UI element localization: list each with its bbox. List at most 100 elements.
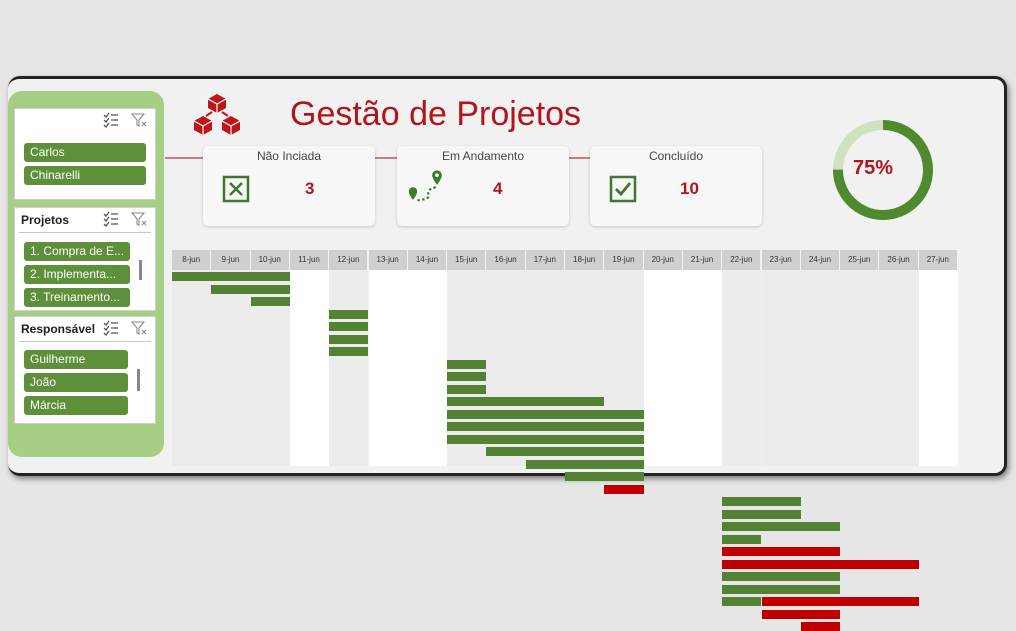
kpi-value: 4 (493, 179, 503, 198)
gantt-date-header: 22-jun (722, 250, 762, 270)
multi-select-icon[interactable] (103, 211, 119, 227)
kpi-card-concluido: Concluído 10 (590, 146, 762, 226)
slicer-item[interactable]: Carlos (24, 143, 146, 162)
gantt-column (682, 270, 723, 466)
check-box-icon (609, 175, 637, 203)
gantt-date-header: 13-jun (368, 250, 408, 270)
gantt-task-bar[interactable] (604, 484, 644, 494)
scrollbar[interactable] (139, 260, 142, 280)
gantt-task-bar[interactable] (211, 284, 290, 294)
slicer-gerente: Carlos Chinarelli (14, 108, 156, 200)
slicer-item[interactable]: 2. Implementa... (24, 265, 130, 284)
cubes-logo-icon (193, 94, 241, 135)
gantt-column (368, 270, 408, 466)
multi-select-icon[interactable] (103, 112, 119, 128)
gantt-task-bar[interactable] (722, 547, 841, 556)
gantt-task-bar[interactable] (722, 597, 762, 606)
gantt-task-bar[interactable] (250, 297, 290, 306)
gantt-task-bar[interactable] (447, 372, 487, 381)
gantt-column (879, 270, 919, 466)
kpi-value: 3 (305, 179, 315, 198)
clear-filter-icon[interactable] (131, 320, 147, 336)
kpi-label: Em Andamento (441, 149, 525, 163)
scrollbar[interactable] (137, 369, 140, 391)
multi-select-icon[interactable] (103, 320, 119, 336)
progress-arc (833, 120, 933, 220)
gantt-task-bar[interactable] (447, 359, 487, 369)
kpi-label: Concluído (648, 149, 704, 163)
slicer-item[interactable]: 1. Compra de E... (24, 242, 130, 261)
slicer-item[interactable]: 3. Treinamento... (24, 288, 130, 307)
gantt-task-bar[interactable] (329, 334, 369, 344)
slicer-header (15, 109, 155, 131)
gantt-task-bar[interactable] (722, 572, 841, 581)
gantt-date-header: 19-jun (604, 250, 644, 270)
gantt-date-header: 9-jun (211, 250, 251, 270)
slicer-item[interactable]: João (24, 373, 128, 392)
gantt-task-bar[interactable] (761, 609, 841, 619)
gantt-task-bar[interactable] (722, 534, 762, 544)
gantt-column (604, 270, 644, 466)
gantt-task-bar[interactable] (565, 472, 644, 481)
gantt-date-header: 18-jun (565, 250, 605, 270)
gantt-task-bar[interactable] (761, 597, 919, 606)
gantt-date-header: 11-jun (289, 250, 330, 270)
gantt-task-bar[interactable] (447, 409, 644, 419)
gantt-column (211, 270, 251, 466)
slicer-item[interactable]: Guilherme (24, 350, 128, 369)
slicer-header: Projetos (15, 208, 155, 230)
gantt-date-header: 10-jun (250, 250, 290, 270)
slicer-projetos: Projetos 1. Compra de E... 2. Implementa… (14, 207, 156, 311)
gantt-task-bar[interactable] (172, 272, 290, 281)
page-title: Gestão de Projetos (290, 95, 582, 133)
clear-filter-icon[interactable] (131, 112, 147, 128)
gantt-column (761, 270, 801, 466)
slicer-responsavel: Responsável Guilherme João Márcia (14, 316, 156, 424)
gantt-column (407, 270, 448, 466)
kpi-label: Não Inciada (256, 149, 322, 163)
gantt-task-bar[interactable] (447, 384, 487, 394)
gantt-column (918, 270, 958, 466)
kpi-card-em-andamento: Em Andamento 4 (397, 146, 569, 226)
gantt-task-bar[interactable] (329, 322, 369, 331)
route-pin-icon (408, 170, 442, 202)
gantt-date-header: 14-jun (407, 250, 448, 270)
gantt-task-bar[interactable] (722, 497, 801, 506)
gantt-task-bar[interactable] (447, 422, 644, 431)
slicer-divider (19, 341, 151, 342)
slicer-item[interactable]: Chinarelli (24, 166, 146, 185)
gantt-column (486, 270, 526, 466)
gantt-column (800, 270, 841, 466)
gantt-date-header: 25-jun (840, 250, 880, 270)
gantt-column (840, 270, 880, 466)
gantt-date-header: 8-jun (172, 250, 212, 270)
gantt-task-bar[interactable] (329, 347, 369, 356)
gantt-column (172, 270, 212, 466)
gantt-task-bar[interactable] (722, 509, 801, 519)
gantt-column (289, 270, 330, 466)
title-underline (165, 157, 605, 159)
slicer-title: Responsável (21, 322, 96, 336)
gantt-date-header: 23-jun (761, 250, 801, 270)
gantt-date-header: 16-jun (486, 250, 526, 270)
gantt-task-bar[interactable] (486, 447, 644, 456)
gantt-task-bar[interactable] (447, 434, 644, 444)
gantt-date-header: 12-jun (329, 250, 369, 270)
slicer-item[interactable]: Márcia (24, 396, 128, 415)
clear-filter-icon[interactable] (131, 211, 147, 227)
gantt-date-header: 27-jun (918, 250, 958, 270)
gantt-column (525, 270, 565, 466)
gantt-task-bar[interactable] (447, 397, 605, 406)
gantt-chart: 8-jun 9-jun 10-jun 11-jun 12-jun 13-jun 14-jun… (172, 250, 958, 631)
gantt-date-header: 20-jun (643, 250, 683, 270)
gantt-task-bar[interactable] (722, 584, 841, 594)
gantt-date-header: 24-jun (800, 250, 841, 270)
gantt-task-bar[interactable] (329, 309, 369, 319)
gantt-task-bar[interactable] (525, 459, 644, 469)
gantt-column (565, 270, 605, 466)
x-box-icon (222, 175, 250, 203)
progress-percent: 75% (853, 157, 894, 179)
gantt-task-bar[interactable] (722, 559, 919, 569)
gantt-task-bar[interactable] (800, 622, 841, 631)
gantt-task-bar[interactable] (722, 522, 841, 531)
